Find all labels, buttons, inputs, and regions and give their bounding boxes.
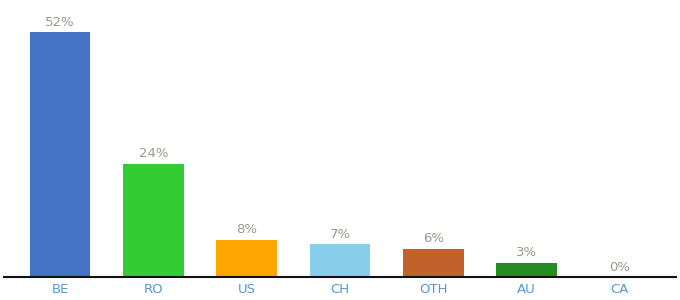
Bar	[216, 240, 277, 277]
Bar	[590, 276, 650, 277]
Bar	[403, 249, 464, 277]
Bar	[123, 164, 184, 277]
Text: 7%: 7%	[329, 227, 351, 241]
Bar	[309, 244, 371, 277]
Bar	[496, 263, 557, 277]
Text: 3%: 3%	[516, 246, 537, 260]
Text: 24%: 24%	[139, 148, 168, 160]
Text: 6%: 6%	[423, 232, 444, 245]
Bar	[30, 32, 90, 277]
Text: 8%: 8%	[236, 223, 257, 236]
Text: 52%: 52%	[46, 16, 75, 29]
Text: 0%: 0%	[609, 260, 630, 274]
